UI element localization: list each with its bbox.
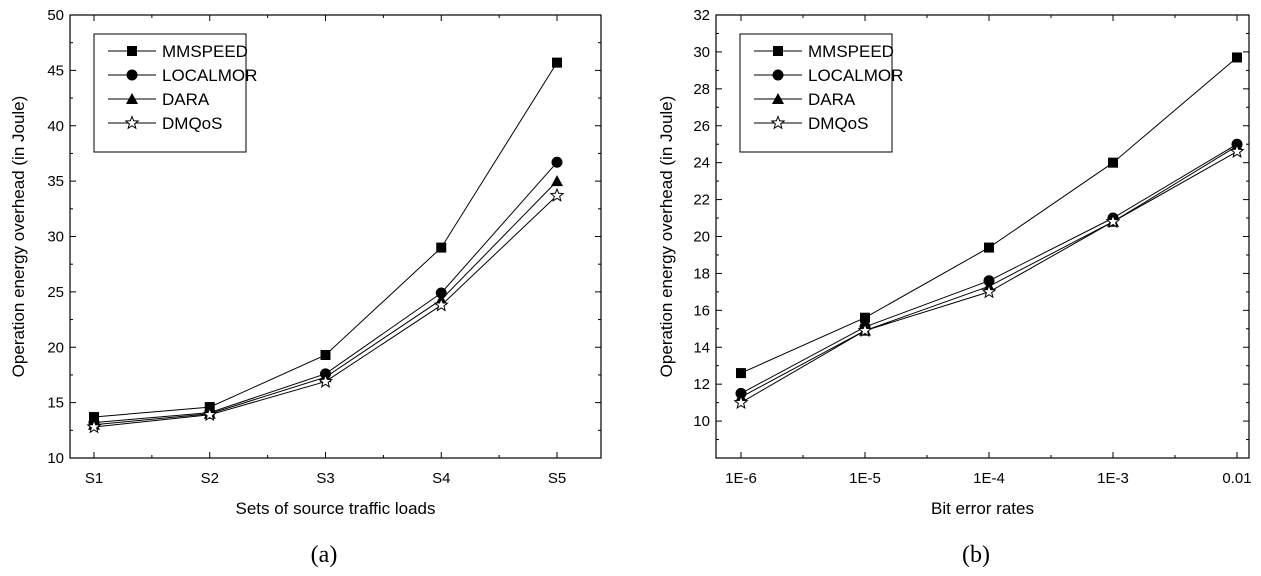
y-axis-title: Operation energy overhead (in Joule)	[657, 96, 676, 378]
x-tick-label: S3	[316, 470, 334, 487]
legend-marker	[772, 93, 784, 104]
y-tick-label: 16	[693, 302, 710, 319]
x-axis-title: Bit error rates	[931, 499, 1034, 518]
data-point-mmspeed	[1108, 157, 1118, 168]
data-point-mmspeed	[736, 368, 746, 379]
data-point-dmqos	[318, 373, 333, 388]
x-tick-label: S4	[432, 470, 450, 487]
legend-label: DMQoS	[162, 114, 222, 133]
legend-label: LOCALMOR	[162, 66, 257, 85]
data-point-mmspeed	[89, 412, 99, 423]
series-line-localmor	[740, 143, 1238, 394]
y-tick-label: 15	[47, 395, 64, 412]
legend-marker	[772, 69, 784, 81]
x-tick-label: S1	[85, 470, 103, 487]
data-point-dara	[551, 175, 563, 187]
y-tick-label: 10	[693, 413, 710, 430]
data-point-dmqos	[433, 297, 449, 312]
y-tick-label: 45	[47, 62, 64, 79]
legend-label: DARA	[808, 90, 856, 109]
x-tick-label: 0.01	[1222, 470, 1251, 487]
data-point-dmqos	[86, 419, 102, 434]
y-tick-label: 20	[47, 339, 64, 356]
y-tick-label: 30	[693, 44, 710, 61]
series-line-dara	[93, 180, 558, 426]
legend-label: MMSPEED	[808, 42, 894, 61]
y-tick-label: 30	[47, 229, 64, 246]
y-tick-label: 18	[693, 265, 710, 282]
legend-label: DMQoS	[808, 114, 868, 133]
figure-caption: (b)	[962, 542, 990, 568]
data-point-dmqos	[1105, 213, 1121, 229]
legend-label: LOCALMOR	[808, 66, 903, 85]
data-point-mmspeed	[860, 312, 870, 323]
y-tick-label: 10	[47, 450, 64, 467]
x-tick-label: 1E-6	[725, 470, 757, 487]
y-tick-label: 20	[693, 229, 710, 246]
legend-box	[93, 33, 247, 153]
data-point-dmqos	[549, 187, 565, 202]
data-point-dmqos	[733, 394, 749, 409]
x-tick-label: S5	[548, 470, 566, 487]
data-point-localmor	[551, 156, 563, 168]
data-point-localmor	[435, 287, 447, 299]
series-line-dmqos	[93, 195, 558, 428]
data-point-dmqos	[981, 284, 997, 299]
data-point-mmspeed	[552, 57, 562, 68]
data-point-mmspeed	[984, 242, 994, 253]
chart-a: 10 15 20 25 30 35 40 45 50 S1 S2 S3 S4 S5 Sets of sour…	[9, 7, 602, 568]
data-point-mmspeed	[320, 350, 331, 361]
data-point-mmspeed	[436, 242, 447, 253]
y-tick-label: 12	[693, 376, 710, 393]
legend-marker	[773, 46, 783, 56]
legend-marker	[124, 115, 140, 130]
y-tick-label: 50	[47, 7, 64, 24]
y-tick-label: 25	[47, 284, 64, 301]
x-tick-label: S2	[201, 470, 219, 487]
data-point-dmqos	[202, 406, 218, 422]
legend-marker	[126, 69, 138, 81]
legend-marker	[126, 93, 138, 104]
y-tick-label: 28	[693, 81, 710, 98]
legend-box	[739, 33, 893, 153]
y-tick-label: 22	[693, 192, 710, 209]
y-tick-label: 26	[693, 118, 710, 135]
data-point-dmqos	[857, 322, 873, 338]
y-tick-label: 14	[693, 339, 710, 356]
x-tick-label: 1E-4	[973, 470, 1005, 487]
figure-caption: (a)	[311, 542, 338, 568]
legend-label: MMSPEED	[162, 42, 248, 61]
y-tick-label: 24	[693, 155, 710, 172]
y-tick-label: 32	[693, 7, 710, 24]
x-axis-title: Sets of source traffic loads	[235, 499, 435, 518]
legend-label: DARA	[162, 90, 210, 109]
x-tick-label: 1E-5	[849, 470, 881, 487]
y-tick-label: 40	[47, 118, 64, 135]
x-tick-label: 1E-3	[1097, 470, 1129, 487]
chart-b: 10 12 14 16 18 20 22 24 26 28 30 32 1E-6 1E-5 1E-4 1E-3…	[657, 7, 1252, 568]
legend-marker	[770, 115, 786, 130]
y-tick-label: 35	[47, 173, 64, 190]
data-point-dmqos	[1229, 143, 1245, 158]
data-point-mmspeed	[1232, 52, 1242, 63]
y-axis-title: Operation energy overhead (in Joule)	[9, 96, 28, 378]
legend-marker	[127, 46, 137, 56]
